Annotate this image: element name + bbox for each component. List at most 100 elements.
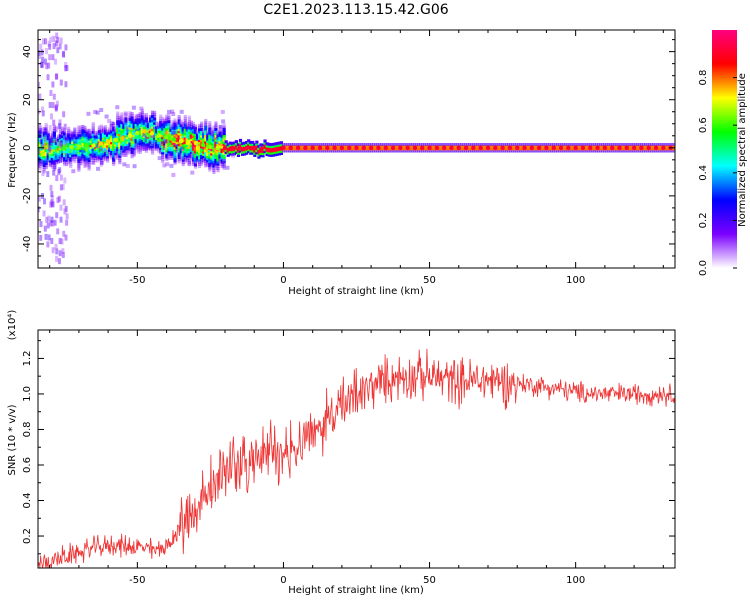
heatmap-cell [521, 143, 525, 147]
heatmap-cell [177, 125, 181, 129]
heatmap-cell [222, 134, 226, 138]
heatmap-cell [116, 143, 120, 147]
heatmap-cell [396, 143, 400, 147]
heatmap-cell [202, 135, 206, 139]
heatmap-cell [110, 136, 114, 140]
heatmap-cell [224, 148, 228, 152]
heatmap-cell [240, 152, 245, 156]
heatmap-cell [212, 166, 216, 170]
ridge-peak [463, 145, 469, 150]
heatmap-cell [138, 118, 142, 122]
heatmap-cell [476, 143, 480, 147]
heatmap-cell [187, 115, 191, 119]
heatmap-cell [173, 155, 177, 159]
heatmap-cell [120, 140, 124, 144]
heatmap-noise [52, 93, 56, 100]
heatmap-cell [175, 124, 179, 128]
heatmap-cell [555, 147, 560, 151]
heatmap-cell [232, 152, 236, 156]
heatmap-cell [373, 143, 378, 147]
heatmap-cell [107, 151, 112, 155]
heatmap-cell [150, 127, 155, 131]
heatmap-cell [140, 126, 144, 130]
y-tick-label: 0.6 [22, 457, 33, 473]
heatmap-cell [163, 138, 167, 142]
heatmap-cell [103, 157, 108, 161]
heatmap-cell [210, 150, 214, 154]
heatmap-cell [67, 155, 71, 159]
heatmap-cell [73, 127, 77, 131]
heatmap-cell [177, 119, 181, 123]
heatmap-cell [486, 143, 490, 147]
heatmap-cell [259, 151, 263, 155]
ridge-peak [609, 145, 615, 150]
heatmap-cell [527, 145, 531, 149]
heatmap-cell [386, 145, 390, 149]
heatmap-cell [330, 145, 335, 149]
heatmap-noise [57, 123, 61, 130]
heatmap-cell [44, 140, 48, 144]
heatmap-cell [110, 147, 114, 151]
heatmap-cell [382, 147, 386, 151]
heatmap-cell [140, 128, 144, 132]
heatmap-cell [48, 153, 52, 157]
ridge-peak [288, 145, 293, 150]
heatmap-cell [44, 133, 48, 137]
heatmap-cell [637, 145, 641, 149]
heatmap-cell [157, 136, 161, 140]
heatmap-cell [635, 149, 639, 153]
heatmap-cell [476, 147, 480, 151]
heatmap-cell [439, 147, 443, 151]
heatmap-cell [101, 152, 106, 156]
heatmap-noise [56, 47, 60, 54]
heatmap-cell [582, 143, 586, 147]
heatmap-cell [134, 138, 138, 142]
heatmap-noise [148, 140, 153, 145]
heatmap-cell [191, 149, 196, 153]
heatmap-noise [104, 114, 109, 119]
heatmap-noise [58, 43, 62, 50]
heatmap-cell [97, 138, 101, 142]
heatmap-cell [152, 113, 157, 117]
heatmap-cell [185, 148, 189, 152]
heatmap-noise [49, 36, 53, 43]
heatmap-cell [38, 156, 42, 160]
heatmap-cell [234, 140, 239, 144]
heatmap-cell [152, 119, 157, 123]
heatmap-cell [138, 146, 142, 150]
heatmap-cell [543, 143, 547, 147]
heatmap-cell [130, 155, 134, 159]
heatmap-cell [375, 149, 380, 153]
ridge-peak [346, 145, 352, 150]
heatmap-cell [73, 142, 77, 146]
heatmap-noise [41, 110, 45, 117]
heatmap-cell [116, 150, 120, 154]
heatmap-cell [87, 163, 91, 167]
heatmap-cell [91, 139, 95, 143]
heatmap-cell [99, 150, 104, 154]
heatmap-cell [107, 146, 112, 150]
heatmap-cell [118, 152, 122, 156]
heatmap-cell [265, 153, 269, 157]
ridge-peak [230, 145, 235, 150]
heatmap-cell [44, 144, 48, 148]
heatmap-cell [525, 149, 529, 153]
heatmap-cell [271, 149, 275, 153]
heatmap-cell [529, 143, 533, 147]
heatmap-cell [118, 115, 122, 119]
heatmap-cell [152, 145, 157, 149]
heatmap-cell [73, 136, 77, 140]
heatmap-cell [101, 126, 106, 130]
heatmap-noise [64, 205, 68, 212]
heatmap-cell [232, 141, 236, 145]
heatmap-cell [204, 121, 208, 125]
heatmap-cell [261, 152, 265, 156]
heatmap-cell [179, 121, 183, 125]
heatmap-cell [273, 153, 277, 157]
heatmap-cell [480, 149, 484, 153]
heatmap-cell [48, 157, 52, 161]
heatmap-cell [42, 137, 46, 141]
heatmap-cell [263, 139, 267, 143]
heatmap-cell [596, 149, 601, 153]
